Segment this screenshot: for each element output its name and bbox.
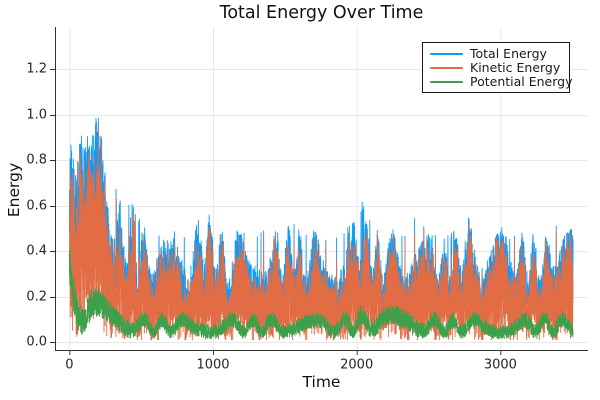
- x-tick-label: 3000: [483, 357, 517, 373]
- y-tick-label: 0.8: [26, 152, 47, 168]
- y-tick-label: 0.2: [26, 289, 47, 305]
- legend-line-swatch: [430, 52, 463, 55]
- y-tick-label: 0.4: [26, 243, 47, 259]
- x-tick-label: 0: [65, 357, 74, 373]
- x-axis-label: Time: [302, 373, 341, 391]
- y-tick-label: 0.0: [26, 334, 47, 350]
- x-tick-label: 2000: [340, 357, 374, 373]
- legend-label: Potential Energy: [470, 74, 573, 89]
- y-tick-label: 0.6: [26, 198, 47, 214]
- y-tick-label: 1.0: [26, 107, 47, 123]
- y-axis-label: Energy: [5, 162, 23, 218]
- legend-row: Kinetic Energy: [430, 61, 563, 74]
- x-tick-label: 1000: [196, 357, 230, 373]
- legend-row: Potential Energy: [430, 75, 573, 88]
- legend-line-swatch: [430, 80, 463, 83]
- legend-row: Total Energy: [430, 47, 563, 60]
- legend: Total Energy Kinetic Energy Potential Ener…: [422, 42, 573, 93]
- legend-line-swatch: [430, 66, 463, 69]
- legend-label: Kinetic Energy: [470, 60, 561, 75]
- chart-title: Total Energy Over Time: [219, 3, 424, 23]
- y-tick-label: 1.2: [26, 61, 47, 77]
- legend-label: Total Energy: [470, 46, 547, 61]
